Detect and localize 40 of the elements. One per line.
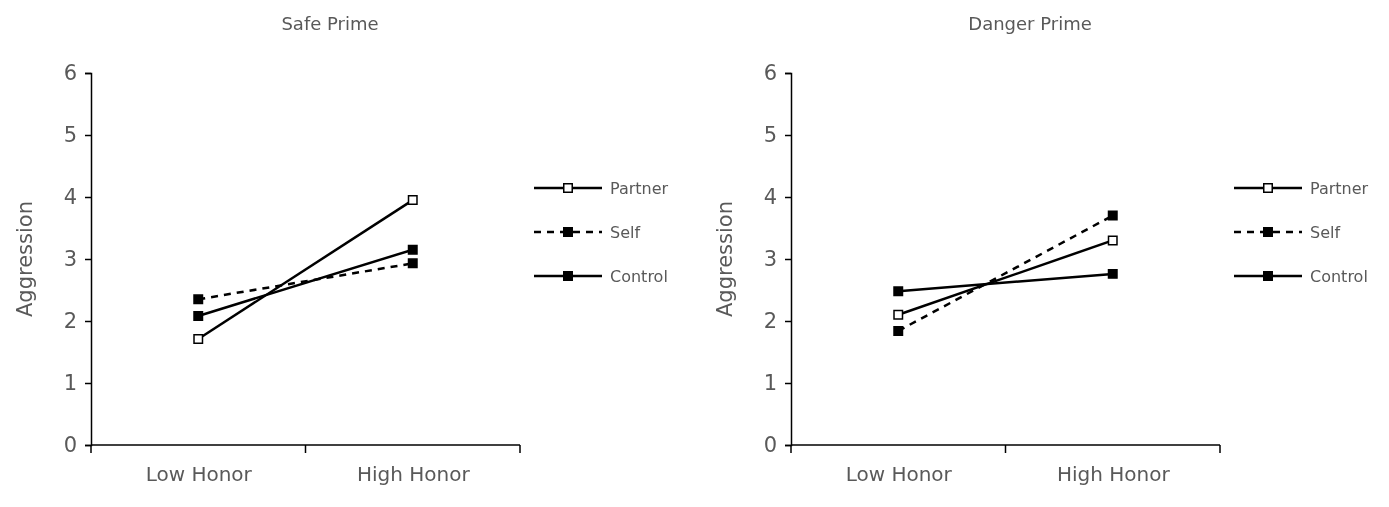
point (407, 258, 418, 269)
chart-title: Safe Prime (281, 13, 379, 34)
point (1107, 210, 1118, 221)
legend-label: Partner (610, 178, 669, 198)
legend-label: Self (610, 222, 641, 242)
y-tick-label: 0 (63, 433, 77, 458)
y-tick-label: 1 (63, 371, 77, 396)
point (407, 244, 418, 255)
y-tick-label: 3 (63, 247, 77, 272)
y-tick-label: 4 (763, 185, 777, 210)
x-tick-label: Low Honor (845, 462, 953, 487)
point (893, 286, 904, 297)
y-tick-label: 2 (763, 309, 777, 334)
point (893, 309, 904, 320)
x-tick-label: Low Honor (145, 462, 253, 487)
x-tick-label: High Honor (356, 462, 471, 487)
y-axis-title: Aggression (713, 201, 737, 317)
y-tick-label: 6 (763, 61, 777, 86)
point (193, 311, 204, 322)
y-tick-label: 4 (63, 185, 77, 210)
y-tick-label: 5 (63, 123, 77, 148)
legend-label: Control (1310, 266, 1368, 286)
legend-label: Control (610, 266, 668, 286)
y-tick-label: 1 (763, 371, 777, 396)
x-tick-label: High Honor (1056, 462, 1171, 487)
y-tick-label: 2 (63, 309, 77, 334)
chart-title: Danger Prime (968, 13, 1092, 34)
legend-label: Partner (1310, 178, 1369, 198)
y-tick-label: 5 (763, 123, 777, 148)
y-tick-label: 6 (63, 61, 77, 86)
point (193, 333, 204, 344)
point (1107, 235, 1118, 246)
point (1107, 268, 1118, 279)
y-tick-label: 0 (763, 433, 777, 458)
point (407, 195, 418, 206)
y-axis-title: Aggression (13, 201, 37, 317)
point (193, 294, 204, 305)
legend-label: Self (1310, 222, 1341, 242)
y-tick-label: 3 (763, 247, 777, 272)
point (893, 325, 904, 336)
